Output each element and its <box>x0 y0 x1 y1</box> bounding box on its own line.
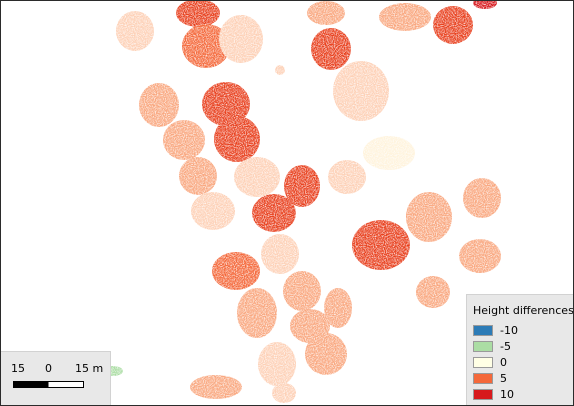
tree-crown <box>283 271 321 311</box>
legend-label: 0 <box>500 356 507 369</box>
tree-crown <box>219 15 263 63</box>
legend-swatch <box>473 357 493 368</box>
tree-crown <box>163 120 205 160</box>
legend-swatch <box>473 341 493 352</box>
tree-crown <box>191 192 235 230</box>
tree-crown <box>214 116 260 162</box>
tree-crown <box>459 239 501 273</box>
tree-crown <box>275 65 285 75</box>
tree-crown <box>433 6 473 44</box>
tree-crown <box>212 252 260 290</box>
tree-crown <box>307 1 345 25</box>
tree-crown <box>311 28 351 70</box>
scale-label-left: 15 <box>11 362 25 375</box>
scale-bar-graphic <box>13 381 84 388</box>
legend-swatch <box>473 325 493 336</box>
tree-crown <box>363 136 415 170</box>
tree-crown <box>190 375 242 399</box>
tree-crown <box>463 178 501 218</box>
scale-label-right: 15 m <box>75 362 104 375</box>
tree-crown <box>234 157 280 197</box>
legend-title: Height differences <box>473 304 574 317</box>
tree-crown <box>305 333 347 375</box>
tree-crown <box>473 1 497 9</box>
scale-bar: 15 0 15 m <box>1 351 111 405</box>
legend-swatch <box>473 389 493 400</box>
tree-crown <box>261 234 299 274</box>
tree-crown <box>237 288 277 338</box>
tree-crown <box>284 165 320 207</box>
legend-label: -5 <box>500 340 511 353</box>
tree-crown <box>333 61 389 121</box>
tree-crown <box>139 83 179 127</box>
tree-crown <box>258 342 296 386</box>
tree-crown <box>202 82 250 126</box>
legend-label: 5 <box>500 372 507 385</box>
legend-label: -10 <box>500 324 518 337</box>
tree-crown <box>324 288 352 328</box>
tree-crown <box>352 220 410 270</box>
tree-crown <box>252 194 296 232</box>
map-legend: Height differences -10 -5 0 5 10 <box>466 294 573 405</box>
legend-swatch <box>473 373 493 384</box>
tree-crown <box>179 157 217 195</box>
tree-crown <box>176 1 220 27</box>
tree-crown <box>328 160 366 194</box>
legend-label: 10 <box>500 388 514 401</box>
tree-crown <box>116 11 154 51</box>
tree-crown <box>272 383 296 403</box>
tree-crown <box>416 276 450 308</box>
tree-crown <box>406 192 452 242</box>
scale-label-zero: 0 <box>45 362 52 375</box>
tree-crown <box>182 24 230 68</box>
tree-crown <box>379 3 431 31</box>
